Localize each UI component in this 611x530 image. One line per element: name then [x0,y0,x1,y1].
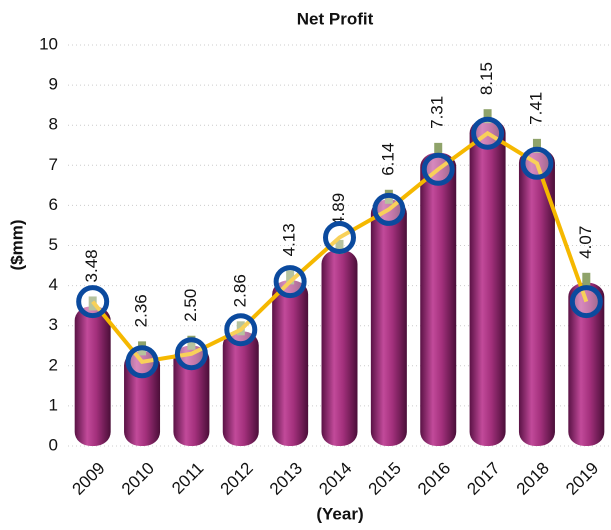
line-marker [323,220,356,254]
bar [272,280,309,446]
y-tick-label: 7 [49,155,58,174]
y-tick-label: 8 [49,115,58,134]
value-label: 2.36 [132,294,151,327]
bar-stem [286,270,295,285]
x-tick-label: 2017 [463,459,503,499]
line [91,130,589,364]
line-marker [125,345,159,379]
line-marker [174,337,208,371]
y-tick-label: 10 [39,34,58,53]
value-label: 2.50 [181,289,200,322]
bar-stem [335,239,344,254]
value-label: 4.07 [576,226,595,259]
x-tick-label: 2013 [266,459,306,499]
bar-stem [582,272,591,287]
bar [173,345,210,446]
x-tick-label: 2009 [68,459,108,499]
bar [222,331,259,446]
line-marker [520,146,554,180]
bar-stem [434,142,443,157]
x-tick-label: 2010 [118,459,158,499]
bar [469,119,506,446]
line-marker [76,285,110,319]
y-tick-label: 0 [49,435,58,454]
y-axis-label: ($mm) [7,219,26,270]
line-marker [421,152,455,186]
value-label: 8.15 [477,62,496,95]
bar-stem [187,335,196,350]
chart-title: Net Profit [297,9,374,28]
bar [370,199,407,446]
value-label: 2.86 [230,274,249,307]
bar [420,152,457,446]
line-marker [372,192,406,226]
x-tick-label: 2014 [315,459,355,499]
y-tick-label: 5 [49,235,58,254]
x-axis-label: (Year) [316,504,363,523]
value-label: 3.48 [82,249,101,282]
x-tick-label: 2018 [513,459,553,499]
y-tick-label: 6 [49,195,58,214]
line-marker [224,313,258,347]
y-tick-label: 1 [49,395,58,414]
x-tick-label: 2011 [168,459,207,498]
value-label: 6.14 [378,143,397,176]
x-tick-label: 2016 [414,459,454,499]
line-marker [569,285,603,319]
bar [74,306,111,446]
y-tick-label: 2 [49,355,58,374]
line-marker [471,116,505,150]
value-label: 7.31 [428,96,447,129]
value-label: 7.41 [526,92,545,125]
y-tick-label: 3 [49,315,58,334]
line-marker [273,265,307,299]
bar-stem [532,138,541,153]
bar-stem [483,109,492,124]
bar [321,249,358,446]
bar [568,282,605,446]
x-tick-label: 2015 [365,459,405,499]
bar [518,148,555,446]
y-tick-label: 9 [49,75,58,94]
value-label: 4.89 [329,193,348,226]
value-label: 4.13 [280,223,299,256]
y-tick-label: 4 [49,275,58,294]
x-tick-label: 2019 [562,459,602,499]
x-tick-label: 2012 [217,459,257,499]
